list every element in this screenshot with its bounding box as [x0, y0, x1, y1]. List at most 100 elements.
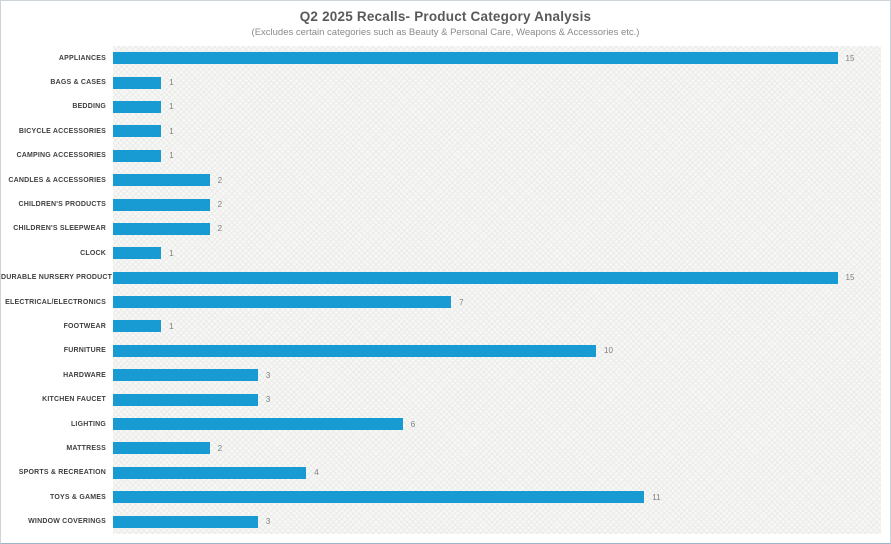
category-label: CAMPING ACCESSORIES [16, 152, 106, 160]
chart-title: Q2 2025 Recalls- Product Category Analys… [299, 9, 592, 24]
value-label: 10 [604, 346, 613, 356]
chart-row: MATTRESS 2 [1, 436, 890, 460]
category-label: BICYCLE ACCESSORIES [18, 127, 106, 135]
chart-row: BEDDING 1 [1, 95, 890, 119]
bar-track: 10 [113, 339, 890, 363]
chart-subtitle: (Excludes certain categories such as Bea… [251, 27, 640, 38]
bar-track: 15 [113, 266, 890, 290]
value-label: 2 [217, 175, 223, 185]
chart-rows: APPLIANCES 15 BAGS & CASES 1 BEDDING 1 BICYCLE… [1, 46, 890, 534]
category-label: SPORTS & RECREATION [18, 469, 106, 477]
plot-area-background [113, 46, 881, 534]
category-label: KITCHEN FAUCET [42, 396, 106, 404]
chart-row: BICYCLE ACCESSORIES 1 [1, 119, 890, 143]
bar [113, 491, 645, 504]
bar-track: 3 [113, 363, 890, 387]
bar [113, 296, 452, 309]
value-label: 3 [265, 370, 271, 380]
chart-row: WINDOW COVERINGS 3 [1, 509, 890, 533]
bar [113, 198, 210, 211]
category-label: CHILDREN'S SLEEPWEAR [13, 225, 106, 233]
value-label: 1 [169, 102, 174, 112]
category-label: FOOTWEAR [63, 322, 106, 330]
category-label: LIGHTING [70, 420, 106, 428]
bar-track: 6 [113, 412, 890, 436]
bar-track: 2 [113, 436, 890, 460]
category-label: CHILDREN'S PRODUCTS [18, 201, 106, 209]
bar [113, 247, 162, 260]
bar-track: 7 [113, 290, 890, 314]
value-label: 11 [652, 492, 661, 502]
chart-row: CHILDREN'S SLEEPWEAR 2 [1, 217, 890, 241]
chart-row: BAGS & CASES 1 [1, 70, 890, 94]
value-label: 1 [169, 78, 174, 88]
chart-header: Q2 2025 Recalls- Product Category Analys… [1, 8, 890, 39]
value-label: 15 [845, 53, 855, 63]
chart-row: CLOCK 1 [1, 241, 890, 265]
bar [113, 442, 210, 455]
category-label: APPLIANCES [58, 54, 106, 62]
bar [113, 320, 162, 333]
bar [113, 466, 307, 479]
bar [113, 100, 162, 113]
category-label: CANDLES & ACCESSORIES [8, 176, 106, 184]
category-label: TOYS & GAMES [50, 493, 106, 501]
category-label: BEDDING [72, 103, 106, 111]
bar-track: 15 [113, 46, 890, 70]
bar-track: 1 [113, 144, 890, 168]
category-label: CLOCK [80, 249, 106, 257]
value-label: 15 [845, 273, 855, 283]
bar-track: 11 [113, 485, 890, 509]
chart-row: CAMPING ACCESSORIES 1 [1, 144, 890, 168]
value-label: 2 [217, 224, 223, 234]
value-label: 1 [169, 126, 174, 136]
bar-track: 1 [113, 119, 890, 143]
chart-row: CANDLES & ACCESSORIES 2 [1, 168, 890, 192]
chart-row: CHILDREN'S PRODUCTS 2 [1, 192, 890, 216]
value-label: 1 [169, 151, 174, 161]
category-label: HARDWARE [63, 371, 106, 379]
bar [113, 515, 258, 528]
bar-track: 2 [113, 168, 890, 192]
chart-row: HARDWARE 3 [1, 363, 890, 387]
chart-row: KITCHEN FAUCET 3 [1, 387, 890, 411]
bar [113, 76, 162, 89]
category-label: DURABLE NURSERY PRODUCT [1, 274, 113, 282]
bar-track: 1 [113, 314, 890, 338]
chart-row: APPLIANCES 15 [1, 46, 890, 70]
bar [113, 271, 838, 284]
value-label: 6 [410, 419, 416, 429]
bar-track: 2 [113, 192, 890, 216]
chart-row: FURNITURE 10 [1, 339, 890, 363]
value-label: 1 [169, 248, 174, 258]
bar-track: 3 [113, 387, 890, 411]
bar-track: 2 [113, 217, 890, 241]
chart-row: ELECTRICAL/ELECTRONICS 7 [1, 290, 890, 314]
category-label: FURNITURE [63, 347, 106, 355]
value-label: 2 [217, 443, 223, 453]
category-label: ELECTRICAL/ELECTRONICS [5, 298, 106, 306]
bar [113, 52, 838, 65]
bar-track: 1 [113, 95, 890, 119]
bar [113, 174, 210, 187]
value-label: 3 [265, 517, 271, 527]
chart-row: SPORTS & RECREATION 4 [1, 461, 890, 485]
bar [113, 222, 210, 235]
category-label: WINDOW COVERINGS [28, 518, 106, 526]
chart-row: DURABLE NURSERY PRODUCT 15 [1, 266, 890, 290]
value-label: 7 [459, 297, 464, 307]
bar [113, 149, 162, 162]
bar [113, 344, 596, 357]
value-label: 3 [265, 395, 271, 405]
value-label: 1 [169, 321, 174, 331]
bar [113, 125, 162, 138]
category-label: BAGS & CASES [50, 79, 106, 87]
category-label: MATTRESS [66, 444, 106, 452]
bar-track: 1 [113, 241, 890, 265]
bar [113, 418, 403, 431]
bar-track: 3 [113, 509, 890, 533]
chart-row: TOYS & GAMES 11 [1, 485, 890, 509]
bar [113, 369, 258, 382]
bar-track: 1 [113, 70, 890, 94]
